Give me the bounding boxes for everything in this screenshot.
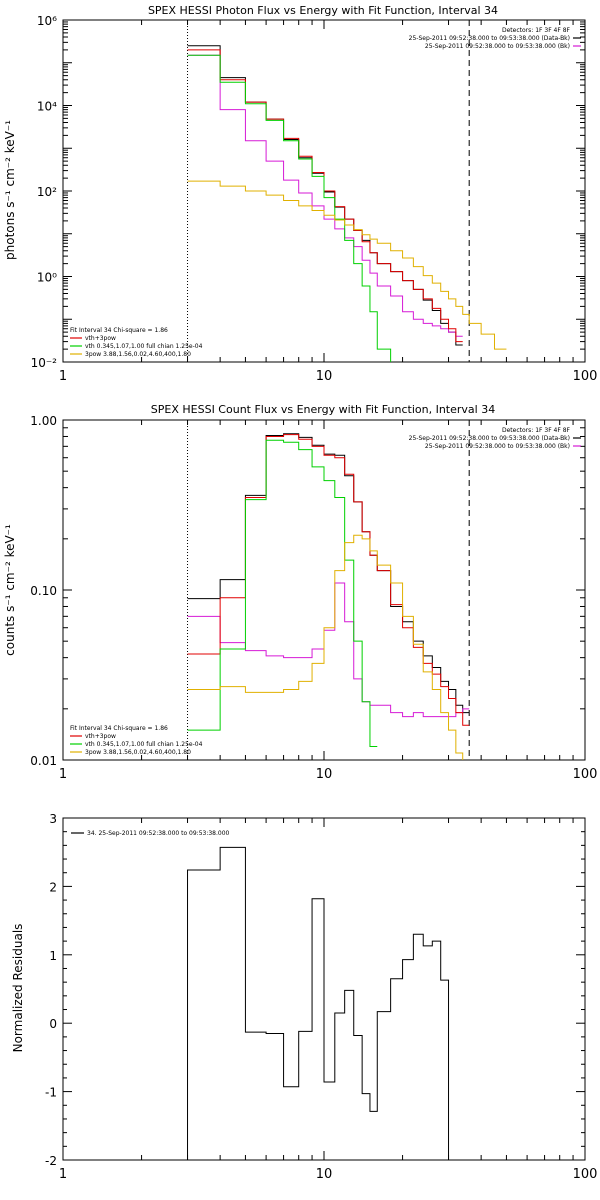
photon-flux-x-tick-label: 1 bbox=[59, 369, 67, 384]
photon-flux-y-tick-label: 10⁰ bbox=[37, 271, 57, 285]
residuals-panel: Normalized Residuals 1 10 100 -2 -1 0 1 2 3 34. 2… bbox=[11, 812, 597, 1182]
photon-flux-series-vth bbox=[187, 54, 392, 362]
photon-flux-legend-entry: 3pow 3.88,1.56,0.02,4.60,400,1.80 bbox=[85, 351, 191, 358]
photon-flux-legend-entry: Fit Interval 34 Chi-square = 1.86 bbox=[70, 327, 168, 334]
photon-flux-x-tick-label: 10 bbox=[316, 369, 333, 384]
residuals-y-tick-label: 1 bbox=[49, 949, 57, 963]
residuals-ylabel: Normalized Residuals bbox=[11, 924, 25, 1053]
residuals-y-tick-label: 2 bbox=[49, 880, 57, 894]
photon-flux-ylabel: photons s⁻¹ cm⁻² keV⁻¹ bbox=[3, 120, 17, 260]
residuals-x-tick-label: 10 bbox=[316, 1167, 333, 1182]
count-flux-legend-entry: 25-Sep-2011 09:52:38.000 to 09:53:38.000… bbox=[409, 435, 570, 442]
count-flux-y-tick-label: 0.01 bbox=[30, 754, 57, 768]
count-flux-series-vth-3pow bbox=[187, 434, 470, 726]
residuals-y-tick-label: -2 bbox=[45, 1154, 57, 1168]
count-flux-ylabel: counts s⁻¹ cm⁻² keV⁻¹ bbox=[3, 524, 17, 656]
photon-flux-y-tick-label: 10⁻² bbox=[31, 356, 58, 370]
count-flux-y-tick-label: 1.00 bbox=[30, 414, 57, 428]
count-flux-x-tick-label: 1 bbox=[59, 767, 67, 782]
count-flux-title: SPEX HESSI Count Flux vs Energy with Fit… bbox=[151, 403, 495, 416]
photon-flux-legend-entry: 25-Sep-2011 09:52:38.000 to 09:53:38.000… bbox=[425, 43, 570, 50]
count-flux-series-3pow bbox=[187, 534, 464, 760]
count-flux-panel: SPEX HESSI Count Flux vs Energy with Fit… bbox=[3, 403, 597, 782]
residuals-x-tick-label: 100 bbox=[573, 1167, 598, 1182]
residuals-legend-entry: 34. 25-Sep-2011 09:52:38.000 to 09:53:38… bbox=[87, 830, 230, 837]
photon-flux-y-tick-label: 10² bbox=[37, 185, 57, 199]
photon-flux-x-tick-label: 100 bbox=[573, 369, 598, 384]
photon-flux-legend-entry: Detectors: 1F 3F 4F 8F bbox=[502, 27, 571, 34]
residuals-y-tick-label: -1 bbox=[45, 1086, 57, 1100]
photon-flux-series-bk bbox=[187, 54, 463, 337]
count-flux-x-tick-label: 100 bbox=[573, 767, 598, 782]
count-flux-series-vth bbox=[187, 439, 378, 748]
photon-flux-y-tick-label: 10⁴ bbox=[37, 100, 57, 114]
photon-flux-legend-entry: 25-Sep-2011 09:52:38.000 to 09:53:38.000… bbox=[409, 35, 570, 42]
photon-flux-panel: SPEX HESSI Photon Flux vs Energy with Fi… bbox=[3, 4, 597, 384]
count-flux-legend-entry: vth+3pow bbox=[85, 733, 116, 740]
photon-flux-y-tick-label: 10⁶ bbox=[37, 14, 57, 28]
photon-flux-series-3pow bbox=[187, 180, 507, 350]
residuals-series-series bbox=[187, 846, 450, 1160]
count-flux-legend-entry: 3pow 3.88,1.56,0.02,4.60,400,1.80 bbox=[85, 749, 191, 756]
count-flux-y-tick-label: 0.10 bbox=[30, 584, 57, 598]
count-flux-legend-entry: vth 0.345,1.07,1.00 full chian 1.25e-04 bbox=[85, 741, 203, 748]
count-flux-legend-entry: 25-Sep-2011 09:52:38.000 to 09:53:38.000… bbox=[425, 443, 570, 450]
count-flux-legend-entry: Detectors: 1F 3F 4F 8F bbox=[502, 427, 571, 434]
photon-flux-title: SPEX HESSI Photon Flux vs Energy with Fi… bbox=[148, 4, 498, 17]
residuals-y-tick-label: 3 bbox=[49, 812, 57, 826]
residuals-y-tick-label: 0 bbox=[49, 1017, 57, 1031]
photon-flux-legend-entry: vth+3pow bbox=[85, 335, 116, 342]
count-flux-legend-entry: Fit Interval 34 Chi-square = 1.86 bbox=[70, 725, 168, 732]
photon-flux-legend-entry: vth 0.345,1.07,1.00 full chian 1.25e-04 bbox=[85, 343, 203, 350]
residuals-x-tick-label: 1 bbox=[59, 1167, 67, 1182]
count-flux-x-tick-label: 10 bbox=[316, 767, 333, 782]
